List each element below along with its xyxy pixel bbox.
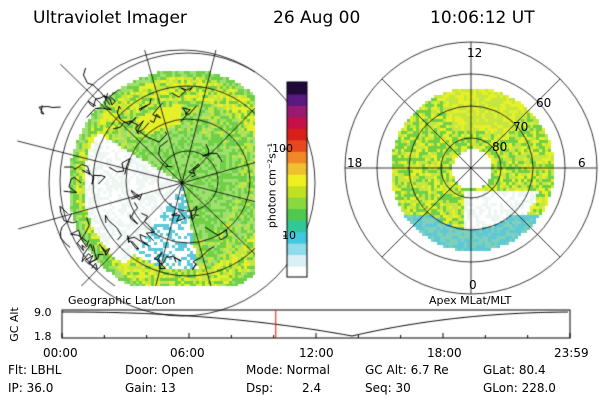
mlt-label-0: 0 (469, 278, 477, 292)
info-mode: Mode: Normal (246, 363, 330, 377)
altitude-ytick-1-8: 1.8 (34, 330, 52, 343)
mlat-label-80: 80 (492, 140, 508, 154)
info-glon: GLon: 228.0 (483, 381, 556, 395)
mlt-label-12: 12 (467, 46, 483, 60)
mlt-label-18: 18 (347, 156, 363, 170)
instrument-title: Ultraviolet Imager (33, 8, 187, 28)
colorbar-unit-label: photon cm⁻²s⁻¹ (265, 142, 279, 229)
mlat-label-70: 70 (513, 120, 529, 134)
info-dsp-value: 2.4 (302, 381, 322, 395)
info-gc-alt: GC Alt: 6.7 Re (365, 363, 449, 377)
altitude-xtick-2359: 23:59 (554, 346, 589, 360)
altitude-xtick-06: 06:00 (170, 346, 205, 360)
header-time: 10:06:12 UT (430, 8, 535, 28)
info-ip: IP: 36.0 (8, 381, 54, 395)
colorbar-tick-label-10: 10 (282, 229, 296, 242)
info-seq: Seq: 30 (365, 381, 411, 395)
altitude-xtick-00: 00:00 (43, 346, 78, 360)
altitude-ytick-9: 9.0 (34, 306, 52, 319)
apex-caption: Apex MLat/MLT (429, 294, 512, 307)
altitude-xtick-18: 18:00 (427, 346, 462, 360)
info-door: Door: Open (125, 363, 194, 377)
altitude-xtick-12: 12:00 (299, 346, 334, 360)
mlt-label-6: 6 (578, 156, 586, 170)
mlat-label-60: 60 (536, 96, 552, 110)
altitude-ylabel: GC Alt (7, 307, 21, 342)
info-filter: Flt: LBHL (8, 363, 62, 377)
info-gain: Gain: 13 (125, 381, 176, 395)
colorbar-tick-label-100: 100 (272, 142, 293, 155)
info-dsp-label: Dsp: (246, 381, 274, 395)
header-date: 26 Aug 00 (273, 8, 361, 28)
info-glat: GLat: 80.4 (483, 363, 546, 377)
geographic-caption: Geographic Lat/Lon (68, 294, 176, 307)
